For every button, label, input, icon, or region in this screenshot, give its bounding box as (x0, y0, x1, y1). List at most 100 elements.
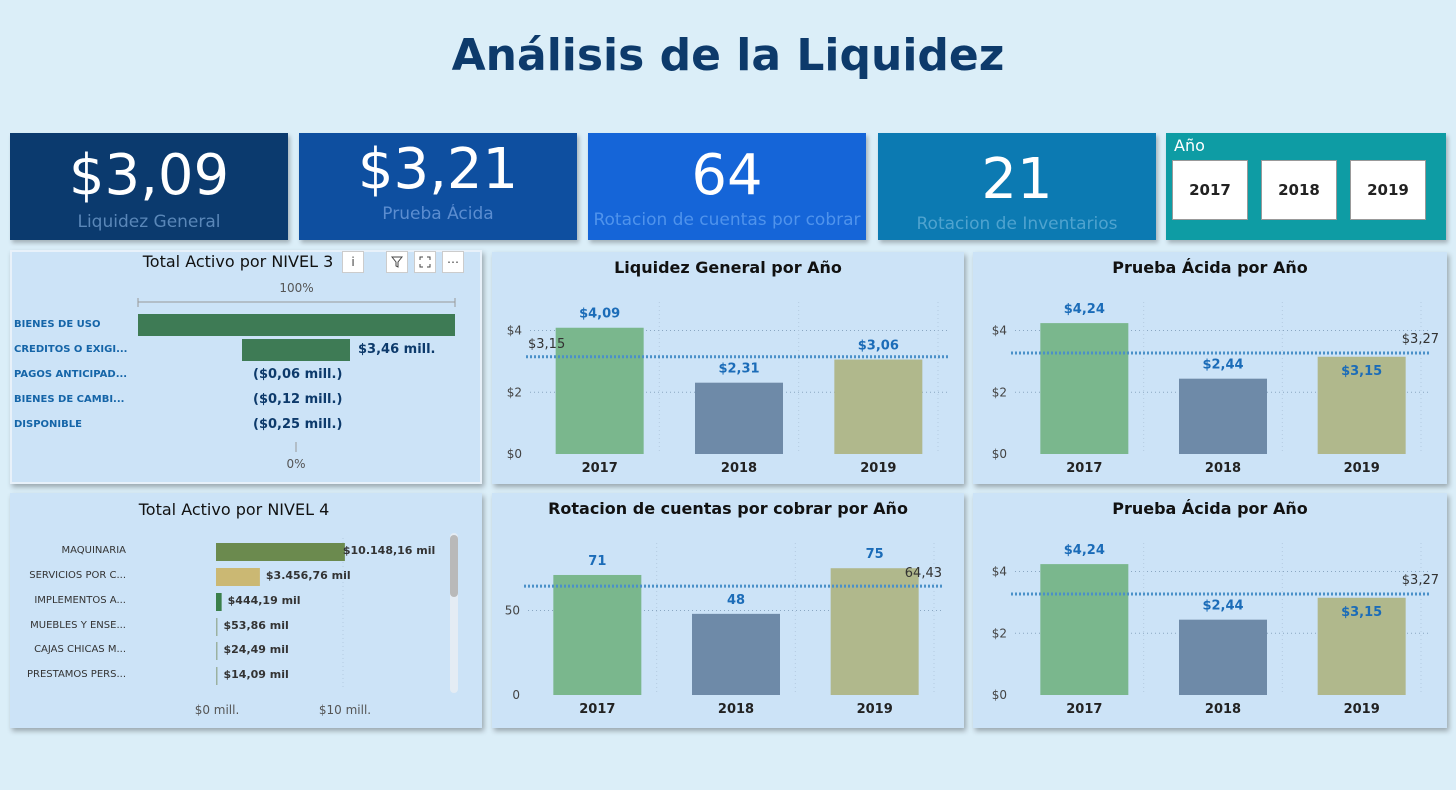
panel-title: Total Activo por NIVEL 3 (142, 252, 334, 271)
info-icon[interactable]: i (342, 251, 364, 273)
category-label: SERVICIOS POR C... (29, 570, 126, 581)
bar (216, 543, 345, 561)
data-label: $4,24 (1064, 543, 1105, 558)
value-label: $10.148,16 mil (342, 544, 436, 557)
rotacion-chart-svg: 0 50 71 2017 48 2018 75 2019 64,43 (505, 543, 944, 717)
bar (1040, 323, 1129, 454)
page-title: Análisis de la Liquidez (451, 30, 1005, 81)
average-label: 64,43 (905, 566, 942, 581)
category-label: DISPONIBLE (14, 419, 82, 430)
bar (1179, 619, 1267, 695)
value-label: $53,86 mil (223, 619, 289, 632)
focus-mode-icon[interactable] (414, 251, 436, 273)
data-label: $3,15 (1341, 364, 1382, 379)
y-tick-label: $4 (992, 565, 1007, 579)
bar (138, 314, 455, 336)
scrollbar-thumb[interactable] (450, 535, 458, 597)
x-tick-label: 2019 (860, 461, 896, 476)
data-label: $4,09 (579, 307, 620, 322)
data-label: $2,44 (1202, 358, 1243, 373)
bar (834, 359, 923, 454)
value-label: $3,46 mill. (358, 342, 436, 357)
data-label: 75 (866, 547, 884, 562)
value-label: $444,19 mil (227, 594, 301, 607)
filter-icon[interactable] (386, 251, 408, 273)
x-tick-label: 2018 (721, 461, 757, 476)
bar (216, 593, 222, 611)
y-tick-label: $0 (992, 688, 1007, 702)
bar (1179, 378, 1267, 454)
data-label: $2,44 (1202, 599, 1243, 614)
more-options-icon[interactable]: ⋯ (442, 251, 464, 273)
category-label: CREDITOS O EXIGI... (14, 344, 128, 355)
y-tick-label: $2 (992, 626, 1007, 640)
bar (1317, 356, 1406, 454)
liquidez-chart-svg: $0 $2 $4 $4,09 2017 $2,31 2018 $3,06 2019 $3,15 (507, 302, 948, 476)
kpi-card-rotacion-cobrar: 64 Rotacion de cuentas por cobrar (588, 133, 866, 240)
bar (555, 327, 644, 454)
data-label: $3,15 (1341, 605, 1382, 620)
value-label: ($0,12 mill.) (253, 392, 343, 407)
year-slicer: Año 2017 2018 2019 (1166, 133, 1446, 240)
x-tick-label: 2017 (582, 461, 618, 476)
y-tick-label: 0 (512, 688, 520, 702)
category-label: CAJAS CHICAS M... (34, 644, 126, 655)
slicer-title: Año (1174, 136, 1205, 155)
bar (216, 667, 218, 685)
bar (216, 642, 218, 660)
kpi-value: 21 (981, 147, 1053, 212)
chart-title: Prueba Ácida por Año (1112, 258, 1308, 277)
panel-prueba-acida-por-anio-2: Prueba Ácida por Año $0 $2 $4 $4,24 2017 $2,4… (973, 493, 1447, 728)
category-label: PAGOS ANTICIPAD... (14, 369, 128, 380)
prueba-acida-chart-svg: $0 $2 $4 $4,24 2017 $2,44 2018 $3,15 2019 $3,27 (992, 302, 1439, 476)
y-tick-label: $0 (507, 447, 522, 461)
panel-liquidez-por-anio: Liquidez General por Año $0 $2 $4 $4,09 2017… (492, 252, 964, 484)
prueba-acida-chart-svg-2: $0 $2 $4 $4,24 2017 $2,44 2018 $3,15 2019 $3,27 (992, 543, 1439, 717)
kpi-card-prueba-acida: $3,21 Prueba Ácida (299, 133, 577, 240)
kpi-label: Prueba Ácida (382, 204, 494, 224)
x-tick-label: $10 mill. (318, 703, 372, 717)
kpi-value: $3,09 (68, 143, 230, 208)
y-tick-label: $0 (992, 447, 1007, 461)
y-tick-label: 50 (505, 603, 520, 617)
value-label: $24,49 mil (223, 643, 289, 656)
chart-title: Liquidez General por Año (614, 258, 842, 277)
x-tick-label: 2019 (1344, 461, 1380, 476)
data-label: $4,24 (1064, 302, 1105, 317)
bar (830, 568, 919, 695)
top-percent-label: 100% (279, 281, 314, 295)
panel-nivel4: Total Activo por NIVEL 4 MAQUINARIA $10.1… (10, 493, 482, 728)
chart-title: Rotacion de cuentas por cobrar por Año (548, 499, 908, 518)
bar (216, 618, 218, 636)
slicer-option-2019[interactable]: 2019 (1350, 160, 1426, 220)
bar (242, 339, 350, 361)
bar (216, 568, 260, 586)
kpi-label: Liquidez General (77, 212, 221, 232)
x-tick-label: 2017 (579, 702, 615, 717)
average-label: $3,15 (528, 337, 565, 352)
slicer-option-2018[interactable]: 2018 (1261, 160, 1337, 220)
bottom-percent-label: 0% (286, 457, 306, 471)
value-label: $14,09 mil (223, 668, 289, 681)
panel-title: Total Activo por NIVEL 4 (138, 500, 330, 519)
scrollbar-track[interactable] (450, 533, 458, 693)
value-label: ($0,25 mill.) (253, 417, 343, 432)
data-label: 48 (727, 593, 745, 608)
data-label: $2,31 (718, 362, 759, 377)
panel-rotacion-por-anio: Rotacion de cuentas por cobrar por Año 0… (492, 493, 964, 728)
kpi-label: Rotacion de cuentas por cobrar (593, 210, 861, 230)
kpi-value: 64 (691, 143, 763, 208)
bar (692, 613, 780, 695)
panel-nivel3: Total Activo por NIVEL 3 i ⋯ 100% BIENES … (10, 250, 482, 484)
x-tick-label: 2019 (1344, 702, 1380, 717)
data-label: $3,06 (858, 339, 899, 354)
x-tick-label: 2017 (1066, 461, 1102, 476)
slicer-option-2017[interactable]: 2017 (1172, 160, 1248, 220)
category-label: IMPLEMENTOS A... (34, 595, 126, 606)
panel-prueba-acida-por-anio: Prueba Ácida por Año $0 $2 $4 $4,24 2017 $2,4… (973, 252, 1447, 484)
chart-title: Prueba Ácida por Año (1112, 499, 1308, 518)
category-label: PRESTAMOS PERS... (26, 669, 126, 680)
kpi-value: $3,21 (357, 137, 519, 202)
bar (1317, 597, 1406, 695)
kpi-card-liquidez: $3,09 Liquidez General (10, 133, 288, 240)
